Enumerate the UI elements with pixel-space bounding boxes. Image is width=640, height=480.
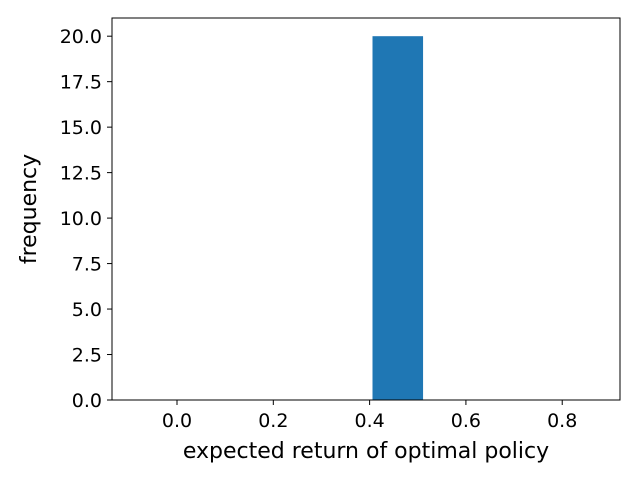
y-tick-label: 20.0 <box>60 26 102 48</box>
y-tick-label: 0.0 <box>72 390 102 412</box>
y-tick-label: 7.5 <box>72 254 102 276</box>
histogram-bar-0 <box>372 36 424 400</box>
x-axis-ticks: 0.0 0.2 0.4 0.6 0.8 <box>162 400 577 432</box>
x-tick-label: 0.8 <box>547 410 577 432</box>
y-tick-label: 15.0 <box>60 117 102 139</box>
y-tick-label: 2.5 <box>72 345 102 367</box>
y-axis-ticks: 0.0 2.5 5.0 7.5 10.0 12.5 15.0 17.5 20.0 <box>60 26 112 412</box>
bars-layer <box>372 36 424 400</box>
y-axis-label: frequency <box>17 154 42 264</box>
y-tick-label: 17.5 <box>60 72 102 94</box>
x-tick-label: 0.4 <box>355 410 385 432</box>
x-tick-label: 0.2 <box>258 410 288 432</box>
y-tick-label: 5.0 <box>72 299 102 321</box>
x-tick-label: 0.6 <box>451 410 481 432</box>
plot-frame <box>111 17 621 401</box>
x-axis-label: expected return of optimal policy <box>183 439 549 464</box>
y-tick-label: 12.5 <box>60 163 102 185</box>
y-tick-label: 10.0 <box>60 208 102 230</box>
x-tick-label: 0.0 <box>162 410 192 432</box>
